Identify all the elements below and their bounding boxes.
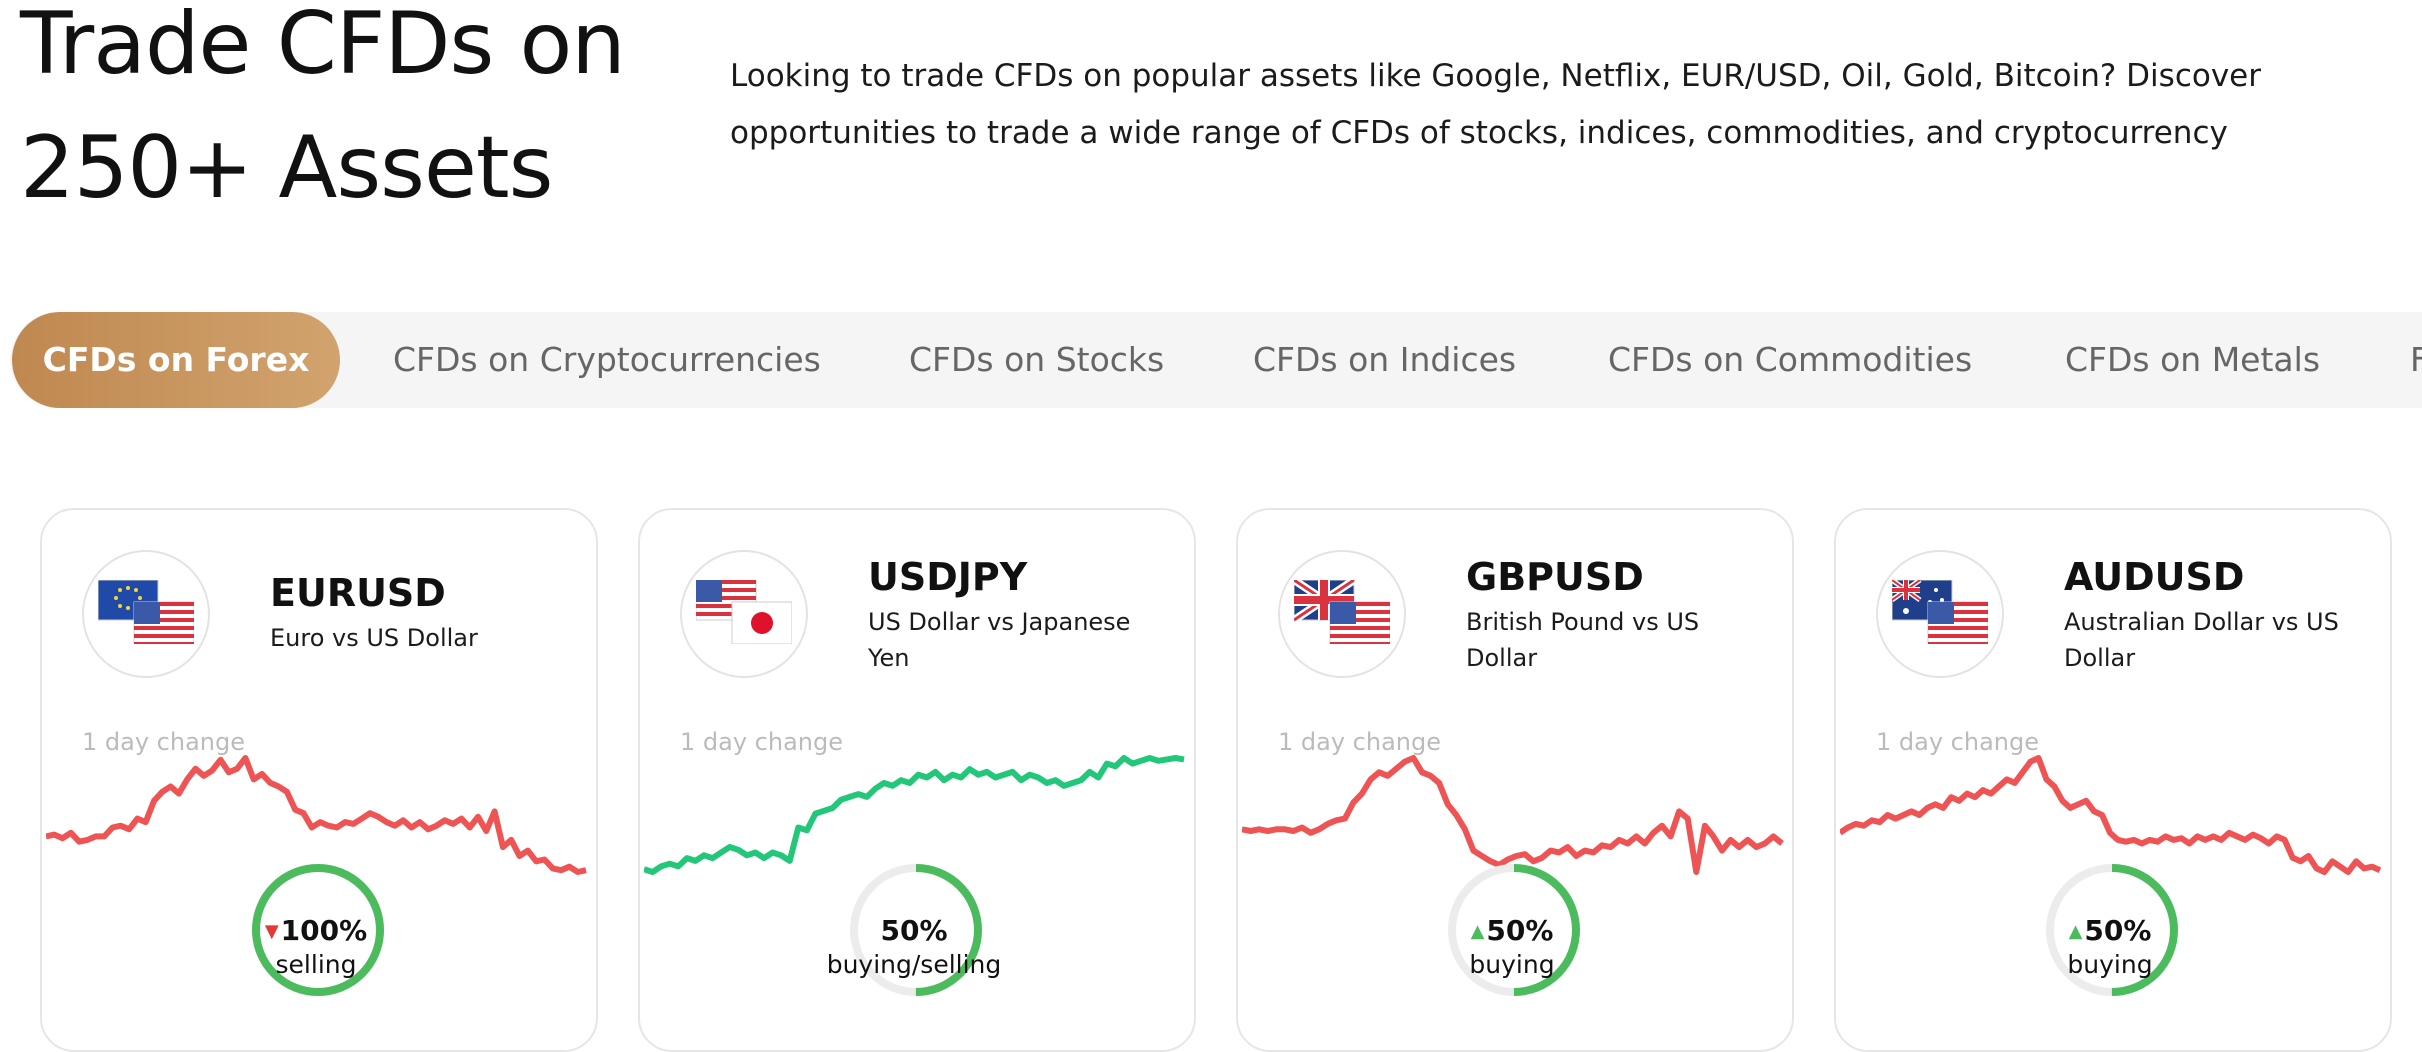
sentiment-value: 50% (820, 914, 1008, 947)
asset-card-gbpusd[interactable]: GBPUSD British Pound vs US Dollar 1 day … (1236, 508, 1794, 1052)
price-chart (1242, 755, 1784, 875)
sentiment-value: ▼100% (222, 914, 410, 947)
tab-cfds-on-metals[interactable]: CFDs on Metals (2065, 340, 2321, 379)
tab-cfds-on-commodities[interactable]: CFDs on Commodities (1608, 340, 1973, 379)
gauge-arc (252, 864, 384, 996)
price-line (1242, 755, 1784, 875)
tab-truncated[interactable]: F (2410, 340, 2422, 379)
sentiment-percent: 50% (2084, 914, 2152, 947)
au-us-flags-icon (1876, 550, 2004, 678)
asset-symbol: AUDUSD (2064, 555, 2245, 599)
up-arrow-icon: ▲ (2068, 921, 2083, 942)
down-arrow-icon: ▼ (264, 921, 279, 942)
asset-symbol: USDJPY (868, 555, 1028, 599)
us-jp-flags-icon (680, 550, 808, 678)
sentiment-percent: 50% (1486, 914, 1554, 947)
tab-cfds-on-indices[interactable]: CFDs on Indices (1253, 340, 1517, 379)
day-change-label: 1 day change (1278, 728, 1441, 756)
price-chart (46, 755, 587, 875)
price-line (46, 755, 587, 875)
sentiment-percent: 100% (280, 914, 368, 947)
asset-card-eurusd[interactable]: EURUSD Euro vs US Dollar 1 day change ▼1… (40, 508, 598, 1052)
asset-symbol: GBPUSD (1466, 555, 1644, 599)
gauge-arc (850, 864, 982, 996)
price-chart (644, 755, 1185, 875)
day-change-label: 1 day change (1876, 728, 2039, 756)
asset-symbol: EURUSD (270, 571, 446, 615)
asset-name: US Dollar vs Japanese Yen (868, 608, 1131, 672)
gauge-arc (1448, 864, 1580, 996)
asset-name: Australian Dollar vs US Dollar (2064, 608, 2339, 672)
sentiment-caption: buying (2067, 950, 2153, 979)
asset-name: Euro vs US Dollar (270, 624, 478, 652)
sentiment-value: ▲50% (1418, 914, 1606, 947)
tab-cfds-on-forex[interactable]: CFDs on Forex (12, 312, 340, 408)
hero-title-line-1: Trade CFDs on (20, 0, 626, 94)
sentiment-caption: buying (1469, 950, 1555, 979)
tab-cfds-on-stocks[interactable]: CFDs on Stocks (909, 340, 1165, 379)
sentiment-gauge (850, 864, 982, 996)
up-arrow-icon: ▲ (1470, 921, 1485, 942)
asset-name: British Pound vs US Dollar (1466, 608, 1700, 672)
sentiment-gauge (1448, 864, 1580, 996)
price-chart (1840, 755, 2382, 875)
price-line (1840, 755, 2382, 875)
price-line (644, 755, 1185, 875)
eu-us-flags-icon (82, 550, 210, 678)
asset-card-audusd[interactable]: AUDUSD Australian Dollar vs US Dollar 1 … (1834, 508, 2392, 1052)
sentiment-caption: selling (275, 950, 357, 979)
asset-card-usdjpy[interactable]: USDJPY US Dollar vs Japanese Yen 1 day c… (638, 508, 1196, 1052)
hero-title: Trade CFDs on 250+ Assets (20, 0, 626, 230)
sentiment-value: ▲50% (2016, 914, 2204, 947)
tab-cfds-on-cryptocurrencies[interactable]: CFDs on Cryptocurrencies (393, 340, 821, 379)
hero-description: Looking to trade CFDs on popular assets … (730, 58, 2261, 151)
sentiment-gauge (2046, 864, 2178, 996)
sentiment-caption: buying/selling (826, 950, 1002, 979)
asset-category-tabs: CFDs on Forex CFDs on Cryptocurrencies C… (10, 312, 2422, 408)
hero-title-line-2: 250+ Assets (20, 118, 553, 218)
sentiment-gauge (252, 864, 384, 996)
gauge-arc (2046, 864, 2178, 996)
uk-us-flags-icon (1278, 550, 1406, 678)
sentiment-percent: 50% (880, 914, 948, 947)
day-change-label: 1 day change (82, 728, 245, 756)
day-change-label: 1 day change (680, 728, 843, 756)
